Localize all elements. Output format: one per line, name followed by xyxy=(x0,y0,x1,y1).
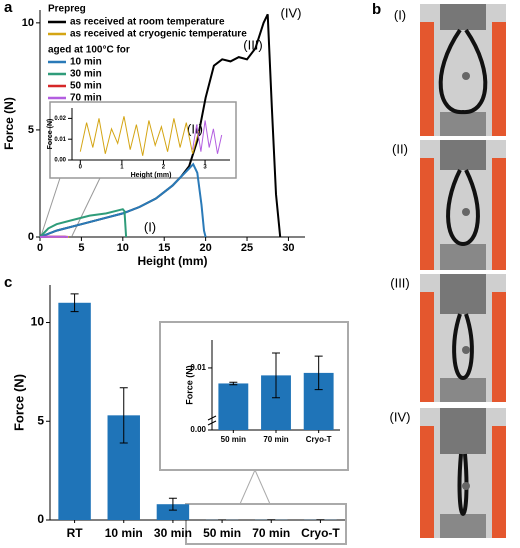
x-tick-label: 20 xyxy=(200,242,212,254)
x-tick-label: Cryo-T xyxy=(306,435,332,444)
error-bar xyxy=(229,381,238,386)
y-tick-label: 0 xyxy=(37,512,44,526)
line xyxy=(39,208,128,238)
bar xyxy=(156,504,190,520)
panel-label: c xyxy=(4,274,12,291)
photos xyxy=(420,4,506,538)
x-tick-label: 70 min xyxy=(252,526,290,540)
y-tick-label: 5 xyxy=(37,413,44,427)
error-bar xyxy=(314,355,323,391)
y-tick-label: 0.01 xyxy=(190,363,206,372)
y-tick-label: 0 xyxy=(28,231,34,243)
x-tick-label: 30 min xyxy=(154,526,192,540)
bar xyxy=(218,383,249,430)
legend-label: as received at cryogenic temperature xyxy=(70,29,247,40)
axis-break xyxy=(207,415,217,426)
error-bar xyxy=(168,497,177,511)
legend-subtitle: aged at 100°C for xyxy=(48,45,130,56)
y-axis-title: Force (N) xyxy=(184,365,194,405)
x-tick-label: 25 xyxy=(241,242,253,254)
y-axis-title: Force (N) xyxy=(47,119,54,150)
legend-label: 50 min xyxy=(70,81,102,92)
x-axis-title: Height (mm) xyxy=(138,254,208,268)
zoom-line xyxy=(254,469,271,505)
photo-label: (II) xyxy=(392,141,408,156)
y-tick-label: 0.00 xyxy=(54,158,66,164)
photo-label: (III) xyxy=(390,275,410,290)
bar xyxy=(58,302,91,520)
annotation: (II) xyxy=(187,121,203,136)
x-axis-title: Height (mm) xyxy=(131,172,172,179)
x-tick-label: 0 xyxy=(79,165,83,171)
panel-label: a xyxy=(4,0,13,16)
inset-frame xyxy=(49,101,237,179)
x-tick-label: 50 min xyxy=(221,435,246,444)
x-tick-label: RT xyxy=(67,526,84,540)
error-bar xyxy=(272,352,280,399)
x-tick-label: Cryo-T xyxy=(301,526,340,540)
photo-label: (I) xyxy=(394,7,406,22)
annotation: (III) xyxy=(243,37,263,52)
x-tick-label: 0 xyxy=(37,242,43,254)
error-bar xyxy=(119,387,128,444)
legend-title: Prepreg xyxy=(48,4,86,15)
y-axis-title: Force (N) xyxy=(2,97,16,150)
zoom-line xyxy=(71,177,101,237)
legend-label: as received at room temperature xyxy=(70,17,225,28)
x-tick-label: 10 xyxy=(117,242,129,254)
y-tick-label: 0.02 xyxy=(54,116,66,122)
x-tick-label: 1 xyxy=(120,165,124,171)
y-tick-label: 10 xyxy=(22,17,34,29)
x-tick-label: 2 xyxy=(162,165,166,171)
y-axis-title: Force (N) xyxy=(11,374,26,431)
x-tick-label: 70 min xyxy=(263,435,288,444)
annotation: (IV) xyxy=(281,5,302,20)
zoom-line xyxy=(239,469,256,505)
line xyxy=(39,162,207,238)
panel-label: b xyxy=(372,1,381,18)
x-tick-label: 30 xyxy=(282,242,294,254)
legend-label: 70 min xyxy=(70,93,102,104)
annotation: (I) xyxy=(144,219,156,234)
line xyxy=(192,120,223,154)
zoom-box xyxy=(185,503,347,545)
line xyxy=(79,116,200,156)
x-tick-label: 3 xyxy=(203,165,207,171)
x-tick-label: 15 xyxy=(158,242,170,254)
error-bar xyxy=(70,293,79,313)
photo-label: (IV) xyxy=(390,409,411,424)
zoom-line xyxy=(40,177,61,237)
x-tick-label: 5 xyxy=(78,242,84,254)
y-tick-label: 0.00 xyxy=(190,425,206,434)
legend-label: 30 min xyxy=(70,69,102,80)
x-tick-label: 10 min xyxy=(105,526,143,540)
x-tick-label: 50 min xyxy=(203,526,241,540)
legend-label: 10 min xyxy=(70,57,102,68)
y-tick-label: 10 xyxy=(31,315,45,329)
y-tick-label: 0.01 xyxy=(54,137,66,143)
y-tick-label: 5 xyxy=(28,124,34,136)
